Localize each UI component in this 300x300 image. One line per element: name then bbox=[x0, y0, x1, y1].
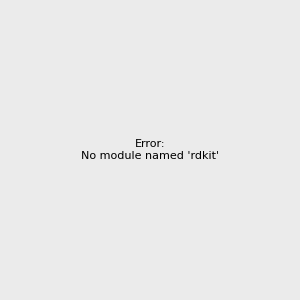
Text: Error:
No module named 'rdkit': Error: No module named 'rdkit' bbox=[81, 139, 219, 161]
